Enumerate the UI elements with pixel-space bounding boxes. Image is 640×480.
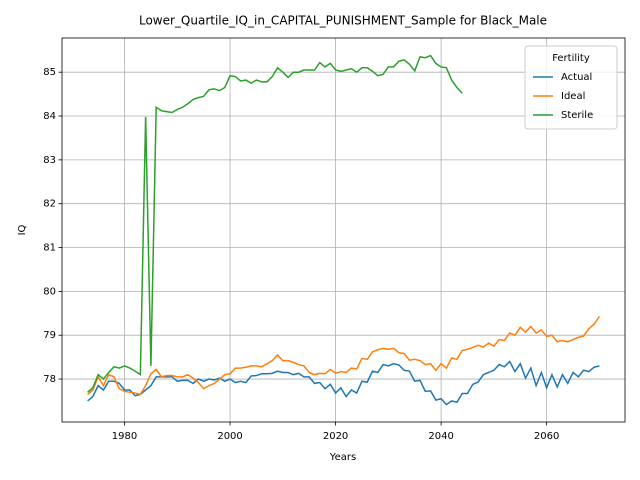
chart-title: Lower_Quartile_IQ_in_CAPITAL_PUNISHMENT_…: [139, 14, 547, 28]
x-axis-label: Years: [329, 452, 356, 463]
legend: Fertility Actual Ideal Sterile: [524, 45, 618, 130]
y-tick-label: 80: [43, 286, 56, 297]
y-tick-label: 82: [43, 199, 56, 210]
x-tick-label: 2000: [217, 431, 242, 442]
y-tick-label: 84: [43, 111, 56, 122]
x-tick-label: 1980: [112, 431, 137, 442]
y-tick-label: 78: [43, 374, 56, 385]
y-tick-label: 85: [43, 67, 56, 78]
y-tick-label: 79: [43, 330, 56, 341]
y-axis-label: IQ: [17, 224, 28, 235]
line-series: [87, 54, 463, 393]
x-tick-label: 2060: [534, 431, 559, 442]
legend-label: Ideal: [561, 91, 585, 102]
line-series: [87, 360, 600, 406]
x-tick-label: 2040: [428, 431, 453, 442]
legend-box: [524, 45, 618, 130]
plot-frame: [61, 37, 626, 423]
x-tick-label: 2020: [323, 431, 348, 442]
legend-label: Sterile: [561, 110, 593, 121]
y-tick-label: 83: [43, 155, 56, 166]
line-series: [87, 315, 601, 396]
y-tick-label: 81: [43, 243, 56, 254]
legend-title: Fertility: [552, 53, 590, 64]
legend-label: Actual: [561, 72, 592, 83]
